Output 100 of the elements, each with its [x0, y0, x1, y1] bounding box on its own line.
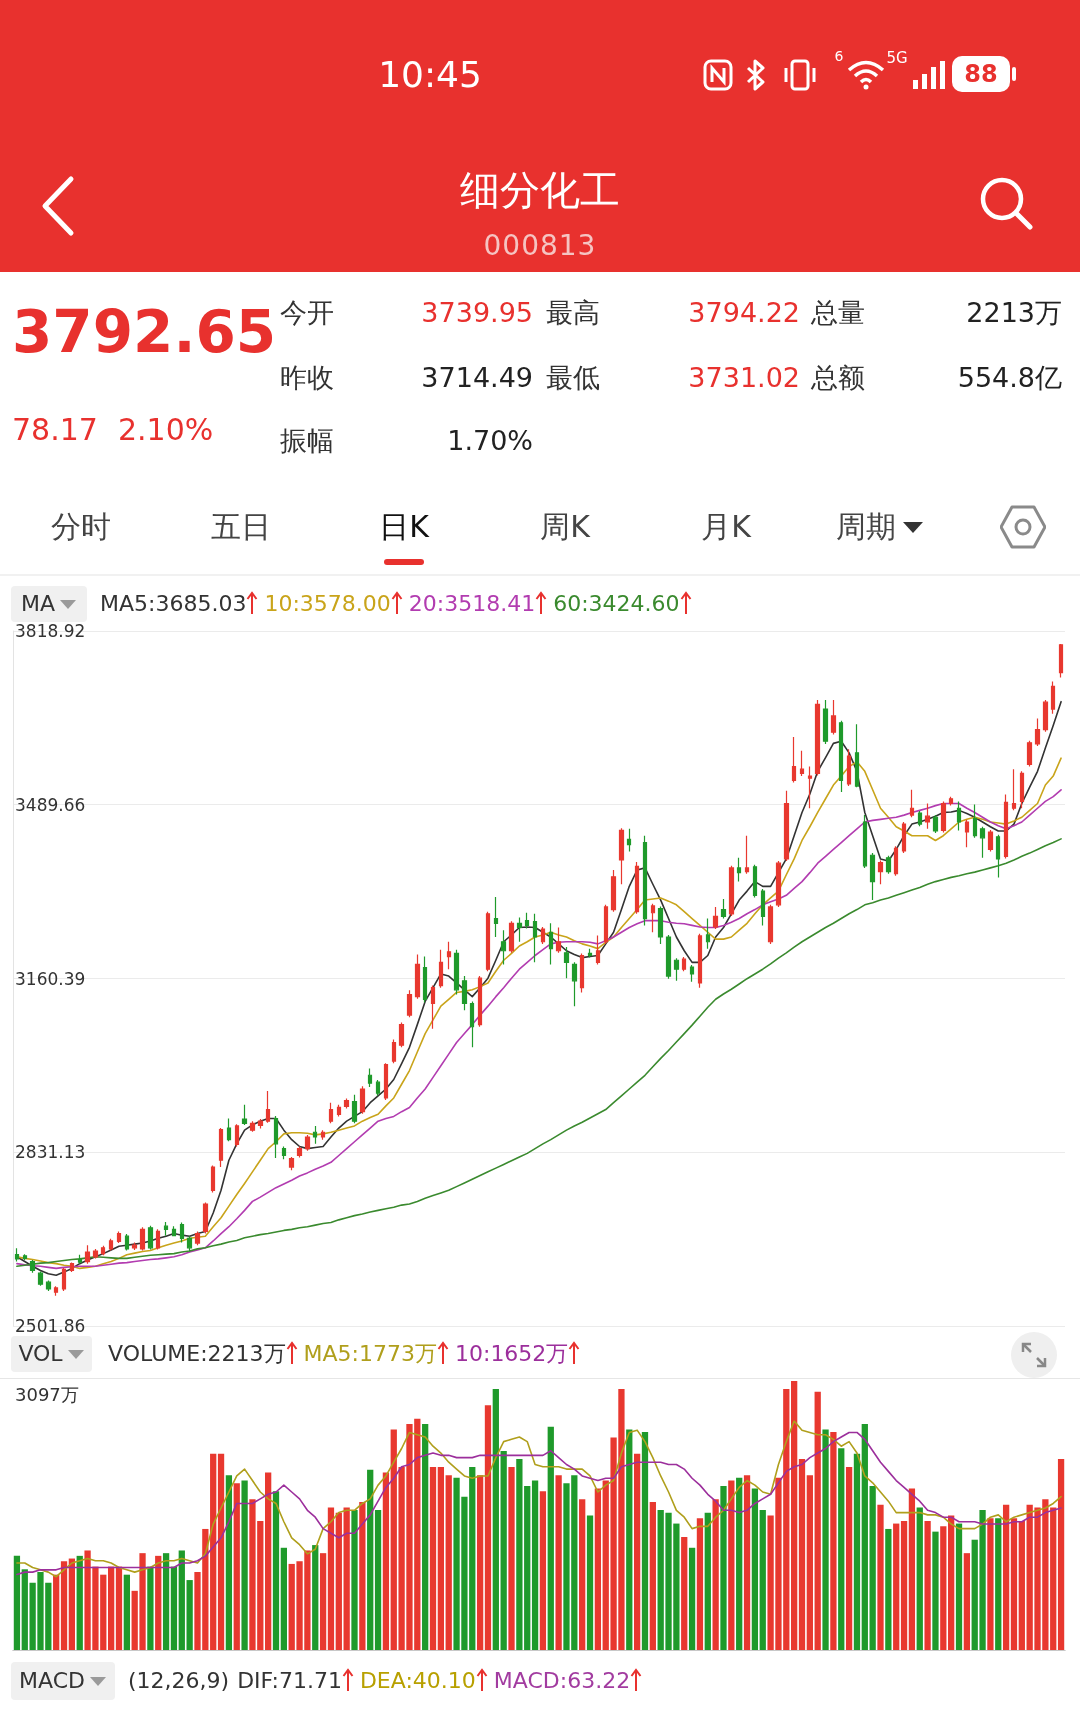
- candlestick: [744, 835, 750, 875]
- candlestick: [752, 864, 758, 899]
- text: 月K: [701, 509, 751, 544]
- bar: [696, 1518, 704, 1650]
- bar: [367, 1469, 374, 1650]
- text: VOLUME:2213万: [108, 1340, 286, 1368]
- text: 3794.22: [688, 296, 800, 330]
- candlestick: [877, 859, 884, 885]
- candlestick: [406, 989, 413, 1018]
- bar: [1002, 1504, 1010, 1650]
- candlestick: [587, 948, 593, 959]
- bar: [720, 1485, 727, 1650]
- bar: [217, 1453, 225, 1650]
- candlestick: [328, 1102, 334, 1124]
- bar: [736, 1477, 743, 1650]
- text: 20:3518.41: [408, 590, 536, 618]
- candlestick: [171, 1225, 177, 1237]
- candlestick: [218, 1127, 224, 1168]
- bar: [948, 1515, 955, 1650]
- candlestick: [540, 926, 546, 945]
- candlestick: [304, 1134, 311, 1152]
- annotation: 3097万: [15, 1384, 79, 1406]
- candlestick: [131, 1241, 138, 1251]
- candlestick: [500, 929, 507, 966]
- text: 5G: [886, 49, 908, 67]
- candlestick: [1042, 699, 1049, 733]
- candlestick: [296, 1145, 303, 1159]
- candlestick: [1050, 681, 1056, 715]
- bar: [382, 1472, 390, 1650]
- bar: [547, 1426, 554, 1650]
- candlestick: [555, 926, 562, 954]
- candlestick: [430, 984, 436, 1030]
- bar: [531, 1480, 539, 1650]
- candlestick: [854, 723, 860, 788]
- bar: [476, 1475, 484, 1650]
- candlestick: [705, 917, 711, 950]
- candlestick: [22, 1253, 28, 1261]
- candlestick: [548, 922, 554, 966]
- text: 78.17: [12, 412, 98, 448]
- y-tick-label: 3489.66: [15, 794, 86, 815]
- candlestick: [979, 826, 986, 859]
- text: 细分化工: [459, 166, 621, 214]
- candlestick: [838, 720, 844, 793]
- candlestick: [273, 1115, 279, 1159]
- bar: [704, 1512, 711, 1650]
- candlestick: [775, 860, 782, 908]
- candlestick: [249, 1120, 256, 1133]
- candlestick: [595, 934, 601, 966]
- candlestick: [84, 1244, 91, 1265]
- bar: [798, 1459, 806, 1650]
- bar: [987, 1518, 994, 1650]
- candlestick: [1058, 643, 1064, 678]
- candlestick: [116, 1230, 122, 1244]
- bar: [60, 1561, 68, 1650]
- candlestick: [320, 1129, 326, 1141]
- bar: [53, 1574, 60, 1650]
- candlestick: [234, 1123, 240, 1148]
- candlestick: [689, 964, 695, 983]
- candlestick: [972, 803, 978, 839]
- bar: [186, 1580, 193, 1650]
- candlestick: [438, 949, 444, 989]
- bar: [751, 1488, 759, 1650]
- candlestick: [398, 1021, 405, 1048]
- bar: [806, 1475, 813, 1650]
- candlestick: [186, 1235, 193, 1253]
- candlestick: [760, 888, 766, 927]
- candlestick: [61, 1267, 67, 1292]
- candlestick: [650, 903, 656, 933]
- bar: [838, 1448, 845, 1650]
- candlestick: [359, 1085, 366, 1115]
- bar: [681, 1537, 688, 1650]
- candlestick: [351, 1094, 358, 1124]
- candlestick: [665, 934, 672, 980]
- text: 日K: [379, 509, 429, 544]
- bar: [210, 1453, 217, 1650]
- text: 3739.95: [421, 296, 533, 330]
- bar: [484, 1405, 492, 1650]
- candlestick: [453, 949, 460, 996]
- bar: [814, 1391, 821, 1650]
- bar: [429, 1467, 437, 1650]
- candlestick: [948, 796, 954, 807]
- bar: [351, 1510, 358, 1650]
- candlestick: [375, 1079, 381, 1097]
- y-tick-label: 3160.39: [15, 968, 86, 989]
- bar: [830, 1432, 837, 1650]
- candlestick: [124, 1233, 130, 1252]
- candlestick: [147, 1225, 154, 1251]
- candlestick: [869, 852, 876, 901]
- candlestick: [343, 1097, 350, 1110]
- candlestick: [893, 845, 899, 877]
- candlestick: [1034, 717, 1041, 747]
- text: 3731.02: [688, 361, 800, 395]
- text: 周期: [836, 509, 896, 544]
- candlestick: [634, 861, 640, 915]
- bar: [162, 1553, 170, 1650]
- bar: [586, 1515, 594, 1650]
- bar: [359, 1502, 366, 1650]
- bar: [319, 1553, 327, 1650]
- bar: [688, 1547, 696, 1650]
- text: 554.8亿: [957, 361, 1062, 395]
